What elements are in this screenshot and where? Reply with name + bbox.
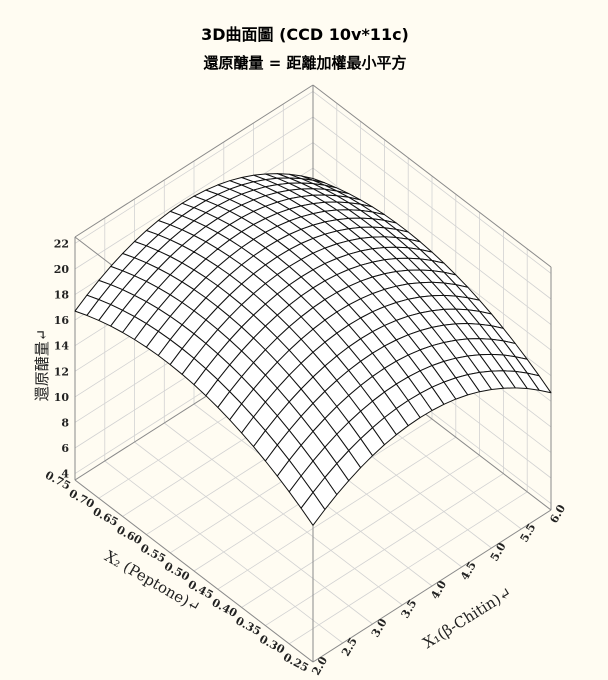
z-axis-label: 還原醣量↵ (33, 329, 51, 402)
y-tick-label: 0.60 (114, 523, 144, 547)
z-tick-label: 18 (54, 289, 70, 302)
x-tick-label: 5.0 (488, 540, 509, 563)
z-tick-label: 6 (61, 442, 69, 455)
box-walls (74, 84, 552, 663)
x-tick-label: 5.5 (518, 521, 539, 544)
z-tick-label: 4 (61, 468, 69, 481)
floor-grid-line (265, 473, 504, 626)
z-tick-label: 16 (54, 314, 70, 327)
y-tick-label: 0.70 (67, 487, 97, 511)
x-tick-label: 2.0 (309, 654, 330, 677)
box-edge (74, 84, 314, 238)
wall-grid-line (312, 91, 552, 274)
y-tick-label: 0.65 (91, 505, 121, 529)
wall-grid-line (312, 116, 552, 300)
floor-grid-line (217, 436, 457, 590)
x-tick-label: 2.5 (339, 635, 360, 658)
z-tick-label: 10 (54, 391, 70, 404)
z-tick-label: 20 (54, 263, 70, 276)
x-tick-label: 4.5 (458, 559, 479, 582)
surface-mesh (74, 173, 552, 526)
z-tick-label: 8 (61, 416, 69, 429)
wall-grid-line (74, 91, 314, 244)
x-tick-label: 3.0 (369, 616, 390, 639)
floor-grid-line (241, 455, 480, 608)
x-tick-label: 3.5 (399, 597, 420, 620)
z-tick-label: 14 (54, 340, 70, 353)
box-edge (312, 509, 552, 663)
y-tick-label: 0.40 (210, 596, 240, 620)
z-tick-label: 12 (54, 365, 69, 378)
wall-grid-line (74, 116, 314, 270)
y-tick-label: 0.55 (138, 541, 168, 565)
y-tick-label: 0.30 (257, 632, 287, 656)
chart-subtitle: 還原醣量 = 距離加權最小平方 (203, 54, 406, 72)
box-edge (312, 84, 552, 268)
x-tick-label: 6.0 (547, 502, 568, 525)
x-tick-label: 4.0 (428, 578, 449, 601)
floor-grid-line (288, 491, 528, 645)
surface-quad (300, 491, 326, 526)
chart-title: 3D曲面圖 (CCD 10v*11c) (201, 25, 409, 44)
z-tick-label: 22 (54, 237, 69, 250)
wall-grid-line (312, 142, 552, 325)
y-tick-label: 0.35 (233, 614, 263, 638)
box-edge (74, 479, 314, 663)
y-tick-label: 0.25 (281, 651, 311, 675)
